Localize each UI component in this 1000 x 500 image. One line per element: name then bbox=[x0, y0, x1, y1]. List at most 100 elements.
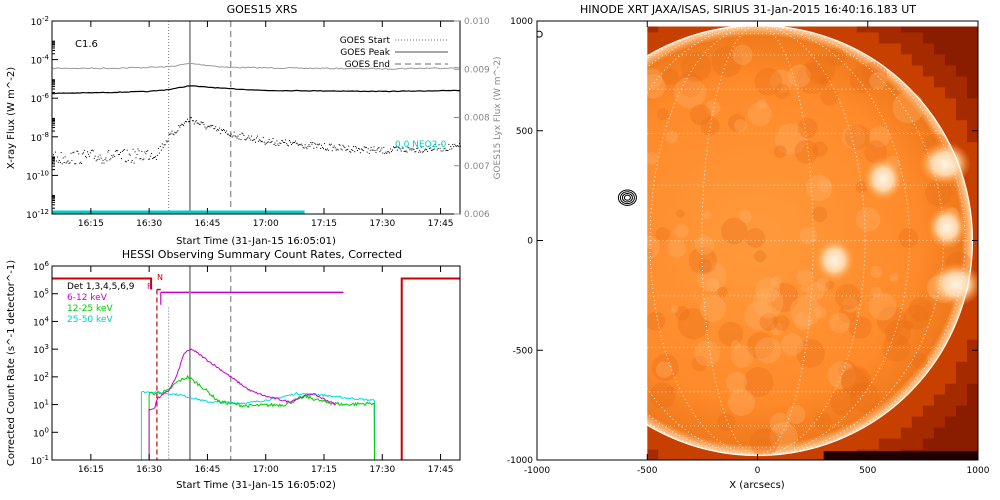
xrt-corona-block bbox=[922, 21, 935, 33]
xrt-corona-block bbox=[966, 317, 978, 329]
goes-short-point bbox=[223, 129, 224, 130]
goes-short-point bbox=[285, 139, 287, 141]
hessi-ytick-label: 10-1 bbox=[31, 454, 49, 467]
goes-short-point bbox=[223, 129, 225, 131]
goes-short-point bbox=[402, 147, 404, 149]
goes-short-point bbox=[257, 140, 259, 142]
xrt-corona-block bbox=[944, 42, 957, 55]
xrt-corona-block bbox=[900, 21, 913, 33]
goes-short-point bbox=[128, 153, 130, 155]
goes-short-point bbox=[53, 154, 54, 156]
xrt-corona-block bbox=[966, 196, 978, 209]
goes-short-point bbox=[429, 147, 431, 149]
xrt-disk-texture bbox=[770, 69, 793, 93]
xrt-corona-block bbox=[867, 427, 880, 439]
xrt-disk-texture bbox=[903, 320, 914, 331]
xrt-corona-block bbox=[856, 42, 869, 55]
xrt-corona-block bbox=[966, 141, 978, 154]
goes-short-point bbox=[127, 159, 129, 161]
xrt-disk-texture bbox=[744, 301, 774, 331]
goes-short-point bbox=[185, 121, 187, 122]
goes-short-point bbox=[193, 123, 195, 125]
xrt-disk-texture bbox=[727, 114, 746, 132]
goes-short-point bbox=[268, 139, 270, 140]
xrt-disk-texture bbox=[681, 52, 712, 82]
goes-short-point bbox=[369, 149, 371, 151]
hessi-axes: 10-1 100 101 102 103 104 105 106 16:15 16:30 16:45… bbox=[31, 260, 454, 475]
goes-short-point bbox=[323, 148, 324, 150]
goes-short-point bbox=[226, 133, 228, 135]
xrt-ytick-label: 1000 bbox=[510, 17, 533, 27]
xrt-disk-texture bbox=[662, 68, 679, 86]
goes-short-point bbox=[141, 150, 143, 152]
goes-short-point bbox=[231, 136, 233, 138]
goes-short-point bbox=[424, 149, 426, 151]
xrt-corona-block bbox=[966, 207, 978, 220]
goes-short-point bbox=[397, 146, 399, 148]
goes-xtick-label: 16:45 bbox=[194, 219, 220, 229]
goes-short-point bbox=[454, 143, 456, 145]
xrt-corona-block bbox=[867, 21, 880, 33]
xrt-corona-block bbox=[889, 31, 902, 44]
goes-short-point bbox=[254, 138, 256, 140]
goes-short-point bbox=[436, 149, 438, 151]
goes-short-point bbox=[198, 123, 200, 125]
goes-short-point bbox=[210, 124, 212, 126]
xrt-disk-texture bbox=[676, 209, 685, 218]
goes-short-point bbox=[332, 146, 334, 148]
goes-short-point bbox=[426, 149, 427, 151]
goes-short-point bbox=[414, 151, 416, 153]
xrt-disk-texture bbox=[841, 125, 866, 149]
goes-short-point bbox=[312, 142, 314, 143]
goes-short-point bbox=[251, 135, 253, 137]
xrt-disk-texture bbox=[773, 315, 790, 331]
goes-short-point bbox=[358, 148, 359, 150]
goes-ytick-label: 10-2 bbox=[31, 15, 49, 28]
xrt-corona-block bbox=[889, 427, 902, 439]
goes-short-point bbox=[365, 147, 367, 148]
goes-xtick-label: 17:30 bbox=[369, 219, 395, 229]
goes-short-point bbox=[361, 149, 363, 151]
xrt-disk-texture bbox=[728, 389, 755, 416]
goes-short-point bbox=[88, 155, 90, 157]
goes-short-point bbox=[375, 152, 377, 154]
goes-short-point bbox=[392, 149, 393, 151]
xrt-corona-block bbox=[911, 64, 924, 77]
xrt-corona-block bbox=[955, 394, 968, 406]
xrt-disk-texture bbox=[702, 211, 712, 220]
goes-short-point bbox=[163, 144, 165, 146]
legend-12-25-kev: 12-25 keV bbox=[67, 304, 113, 314]
goes-short-point bbox=[379, 151, 381, 153]
goes-short-point bbox=[116, 150, 118, 151]
xrt-corona-block bbox=[647, 42, 659, 55]
goes-short-point bbox=[403, 150, 405, 152]
goes-short-point bbox=[389, 152, 391, 154]
goes-short-point bbox=[401, 147, 403, 149]
goes-short-point bbox=[217, 129, 219, 130]
goes-short-point bbox=[266, 142, 268, 143]
xrt-corona-block bbox=[944, 130, 957, 143]
goes-short-point bbox=[189, 121, 190, 122]
xrt-corona-block bbox=[966, 64, 978, 77]
goes-short-point bbox=[253, 139, 255, 141]
goes-short-point bbox=[406, 151, 408, 153]
xrt-corona-block bbox=[966, 438, 978, 450]
goes-short-point bbox=[337, 149, 339, 151]
xrt-corona-block bbox=[933, 383, 946, 395]
goes-short-point bbox=[207, 125, 209, 127]
goes-short-point bbox=[410, 148, 412, 150]
goes-short-point bbox=[68, 162, 70, 164]
xrt-corona-block bbox=[966, 163, 978, 176]
xrt-disk-texture bbox=[747, 102, 772, 127]
goes-short-point bbox=[441, 143, 443, 145]
xrt-corona-block bbox=[955, 108, 968, 121]
goes-short-point bbox=[155, 159, 157, 160]
xrt-disk-texture bbox=[908, 297, 933, 322]
goes-short-point bbox=[405, 150, 407, 152]
goes-short-point bbox=[211, 125, 213, 127]
goes-short-point bbox=[407, 146, 409, 148]
goes-short-point bbox=[430, 149, 432, 151]
goes-short-point bbox=[344, 147, 346, 149]
goes-short-point bbox=[131, 160, 133, 161]
goes-short-point bbox=[84, 149, 86, 151]
